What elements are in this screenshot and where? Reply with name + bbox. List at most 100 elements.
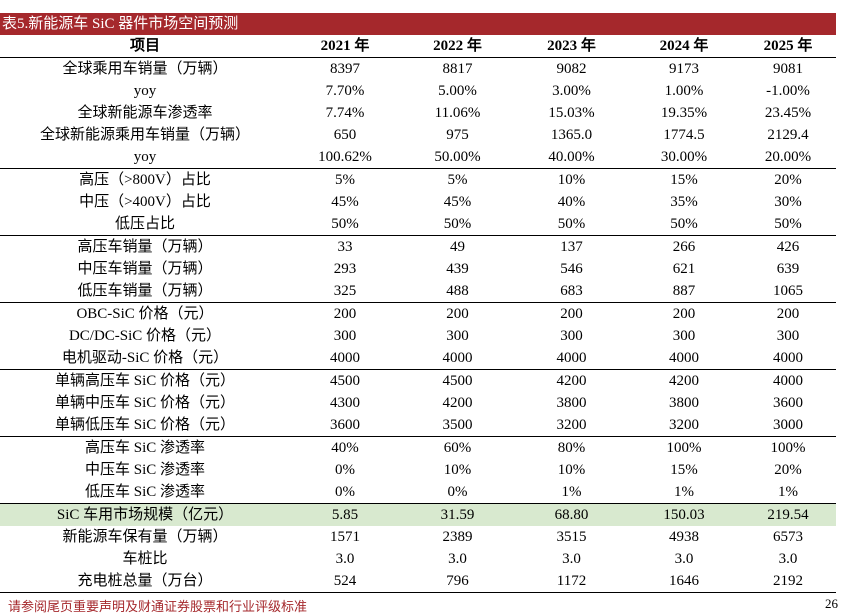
table: 项目 2021 年 2022 年 2023 年 2024 年 2025 年 全球乘用车销量… xyxy=(0,35,836,593)
cell: 68.80 xyxy=(515,503,628,526)
cell: 50% xyxy=(290,213,400,236)
cell: 1774.5 xyxy=(663,127,705,143)
table-row: 新能源车保有量（万辆） 1571 2389 3515 4938 6573 xyxy=(0,526,836,548)
cell: 137 xyxy=(560,239,583,255)
cell: 31.59 xyxy=(400,503,515,526)
cell: 15% xyxy=(670,462,698,478)
cell: 1% xyxy=(740,481,836,504)
cell: 45% xyxy=(331,194,359,210)
cell: 4000 xyxy=(740,347,836,370)
cell: 3800 xyxy=(556,395,587,411)
cell: 266 xyxy=(672,239,696,255)
cell: 100% xyxy=(666,440,702,456)
cell: 10% xyxy=(557,462,586,478)
table-row: yoy 100.62% 50.00% 40.00% 30.00% 20.00% xyxy=(0,146,836,169)
table-row: 中压（>400V）占比 45% 45% 40% 35% 30% xyxy=(0,191,836,213)
cell: 1% xyxy=(515,481,628,504)
row-label: yoy xyxy=(133,83,157,99)
cell: 4000 xyxy=(290,347,400,370)
table-row: 低压车销量（万辆） 325 488 683 887 1065 xyxy=(0,280,836,303)
cell: 2389 xyxy=(442,529,473,545)
header-cell: 2021 年 xyxy=(290,35,400,58)
cell: 975 xyxy=(446,127,469,143)
cell: 200 xyxy=(333,306,357,322)
cell: 488 xyxy=(400,280,515,303)
cell: 4200 xyxy=(669,373,699,389)
table-row: DC/DC-SiC 价格（元） 300 300 300 300 300 xyxy=(0,325,836,347)
cell: 439 xyxy=(446,261,469,277)
cell: 200 xyxy=(672,306,696,322)
row-label: 全球乘用车销量（万辆） xyxy=(62,61,228,77)
cell: 4938 xyxy=(669,529,699,545)
cell: 200 xyxy=(776,306,800,322)
table-row: 充电桩总量（万台） 524 796 1172 1646 2192 xyxy=(0,570,836,593)
cell: 546 xyxy=(560,261,583,277)
cell: 1% xyxy=(628,481,740,504)
cell: 3200 xyxy=(515,414,628,437)
cell: 3.00% xyxy=(552,83,591,99)
cell: 300 xyxy=(333,328,357,344)
cell: 887 xyxy=(628,280,740,303)
row-label: yoy xyxy=(0,146,290,169)
cell: 11.06% xyxy=(434,105,481,121)
table-row: 高压车销量（万辆） 33 49 137 266 426 xyxy=(0,236,836,259)
cell: 3600 xyxy=(290,414,400,437)
cell: 9082 xyxy=(556,61,587,77)
table-title: 表5.新能源车 SiC 器件市场空间预测 xyxy=(0,13,836,35)
cell: 80% xyxy=(557,440,586,456)
cell: 0% xyxy=(335,462,355,478)
cell: 33 xyxy=(337,239,353,255)
cell: 4200 xyxy=(442,395,473,411)
cell: 4000 xyxy=(400,347,515,370)
table-row: 低压车 SiC 渗透率 0% 0% 1% 1% 1% xyxy=(0,481,836,504)
table-row: 低压占比 50% 50% 50% 50% 50% xyxy=(0,213,836,236)
cell: 9173 xyxy=(669,61,699,77)
cell: 524 xyxy=(290,570,400,593)
cell: 10% xyxy=(557,172,586,188)
cell: 650 xyxy=(333,127,357,143)
cell: 4300 xyxy=(330,395,360,411)
cell: 1.00% xyxy=(664,83,704,99)
cell: 4000 xyxy=(515,347,628,370)
row-label: 全球新能源车渗透率 xyxy=(77,105,213,121)
cell: 20.00% xyxy=(740,146,836,169)
cell: 3.0 xyxy=(562,551,581,567)
table-row: 高压车 SiC 渗透率 40% 60% 80% 100% 100% xyxy=(0,437,836,460)
cell: 683 xyxy=(515,280,628,303)
cell: 325 xyxy=(290,280,400,303)
table-block: 表5.新能源车 SiC 器件市场空间预测 项目 2021 年 2022 年 2023 … xyxy=(0,13,836,593)
cell: 3000 xyxy=(740,414,836,437)
cell: 3600 xyxy=(773,395,803,411)
cell: 20% xyxy=(774,172,802,188)
table-row: 单辆中压车 SiC 价格（元） 4300 4200 3800 3800 3600 xyxy=(0,392,836,414)
row-group: 单辆高压车 SiC 价格（元） 4500 4500 4200 4200 4000 单辆中压车… xyxy=(0,370,836,437)
cell: 8817 xyxy=(442,61,473,77)
cell: 0% xyxy=(400,481,515,504)
cell: 4500 xyxy=(330,373,360,389)
row-label: 车桩比 xyxy=(122,551,168,567)
header-cell: 项目 xyxy=(0,35,290,58)
cell: 426 xyxy=(776,239,800,255)
row-label: 中压（>400V）占比 xyxy=(79,194,211,210)
cell: 200 xyxy=(560,306,583,322)
cell: 4200 xyxy=(556,373,587,389)
table-row: 车桩比 3.0 3.0 3.0 3.0 3.0 xyxy=(0,548,836,570)
cell: 1571 xyxy=(330,529,360,545)
table-row: SiC 车用市场规模（亿元） 5.85 31.59 68.80 150.03 219.54 xyxy=(0,503,836,526)
table-row: 全球新能源乘用车销量（万辆） 650 975 1365.0 1774.5 2129.4 xyxy=(0,124,836,146)
cell: 50% xyxy=(740,213,836,236)
row-label: 中压车 SiC 渗透率 xyxy=(84,462,205,478)
row-group: 高压车销量（万辆） 33 49 137 266 426 中压车销量（万辆） 293 439 546… xyxy=(0,236,836,303)
cell: 1172 xyxy=(515,570,628,593)
cell: 796 xyxy=(400,570,515,593)
cell: 30.00% xyxy=(628,146,740,169)
cell: 7.74% xyxy=(325,105,365,121)
row-group: OBC-SiC 价格（元） 200 200 200 200 200 DC/DC-SiC 价格… xyxy=(0,303,836,370)
cell: 0% xyxy=(290,481,400,504)
header-cell: 2023 年 xyxy=(515,35,628,58)
cell: 3800 xyxy=(669,395,699,411)
cell: 23.45% xyxy=(764,105,812,121)
cell: 4500 xyxy=(442,373,473,389)
cell: 40.00% xyxy=(515,146,628,169)
